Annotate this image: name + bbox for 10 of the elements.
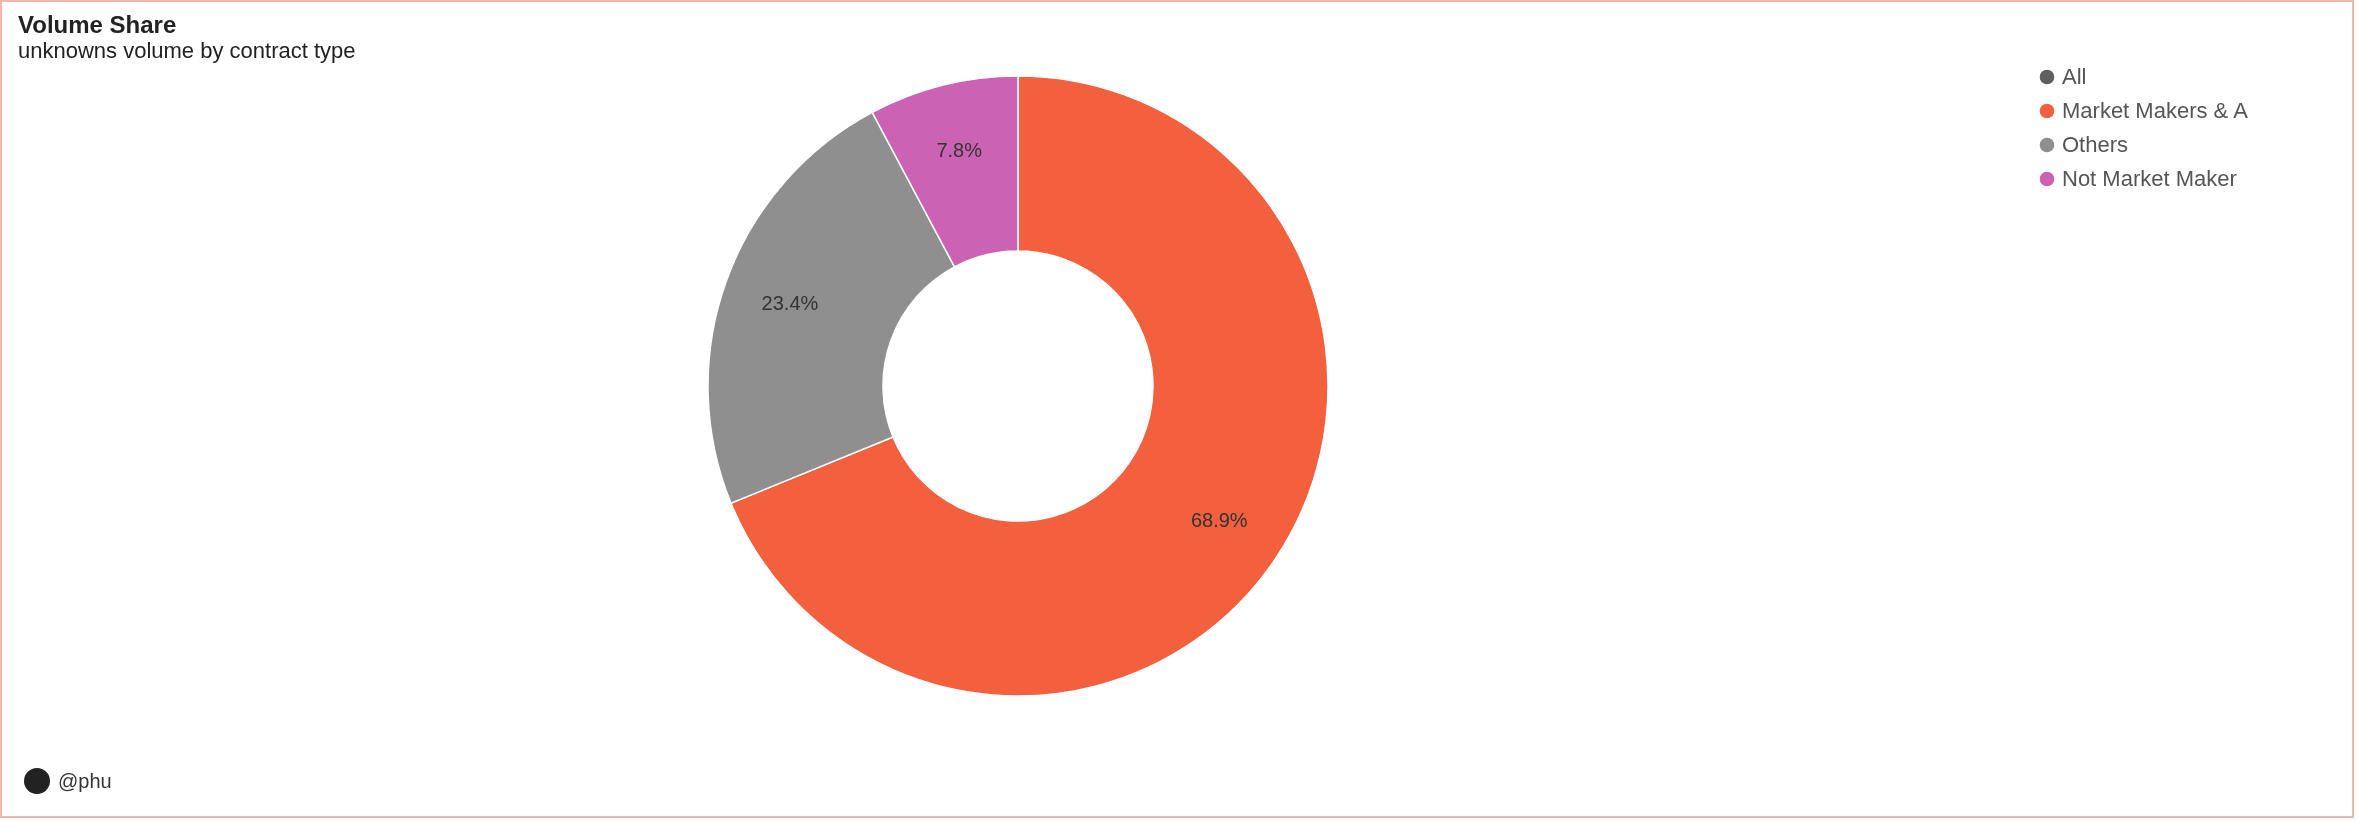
data-label: 23.4% [761, 291, 819, 314]
data-label: 7.8% [936, 138, 983, 161]
text: @phu [58, 769, 112, 793]
legend-label: All [2062, 64, 2087, 89]
data-label: 68.9% [1190, 509, 1248, 532]
text: Volume Share [18, 11, 177, 38]
text: unknowns volume by contract type [18, 38, 356, 63]
legend-label: Market Makers & A [2062, 98, 2249, 123]
legend-label: Not Market Maker [2062, 166, 2237, 191]
legend-label: Others [2062, 132, 2129, 157]
